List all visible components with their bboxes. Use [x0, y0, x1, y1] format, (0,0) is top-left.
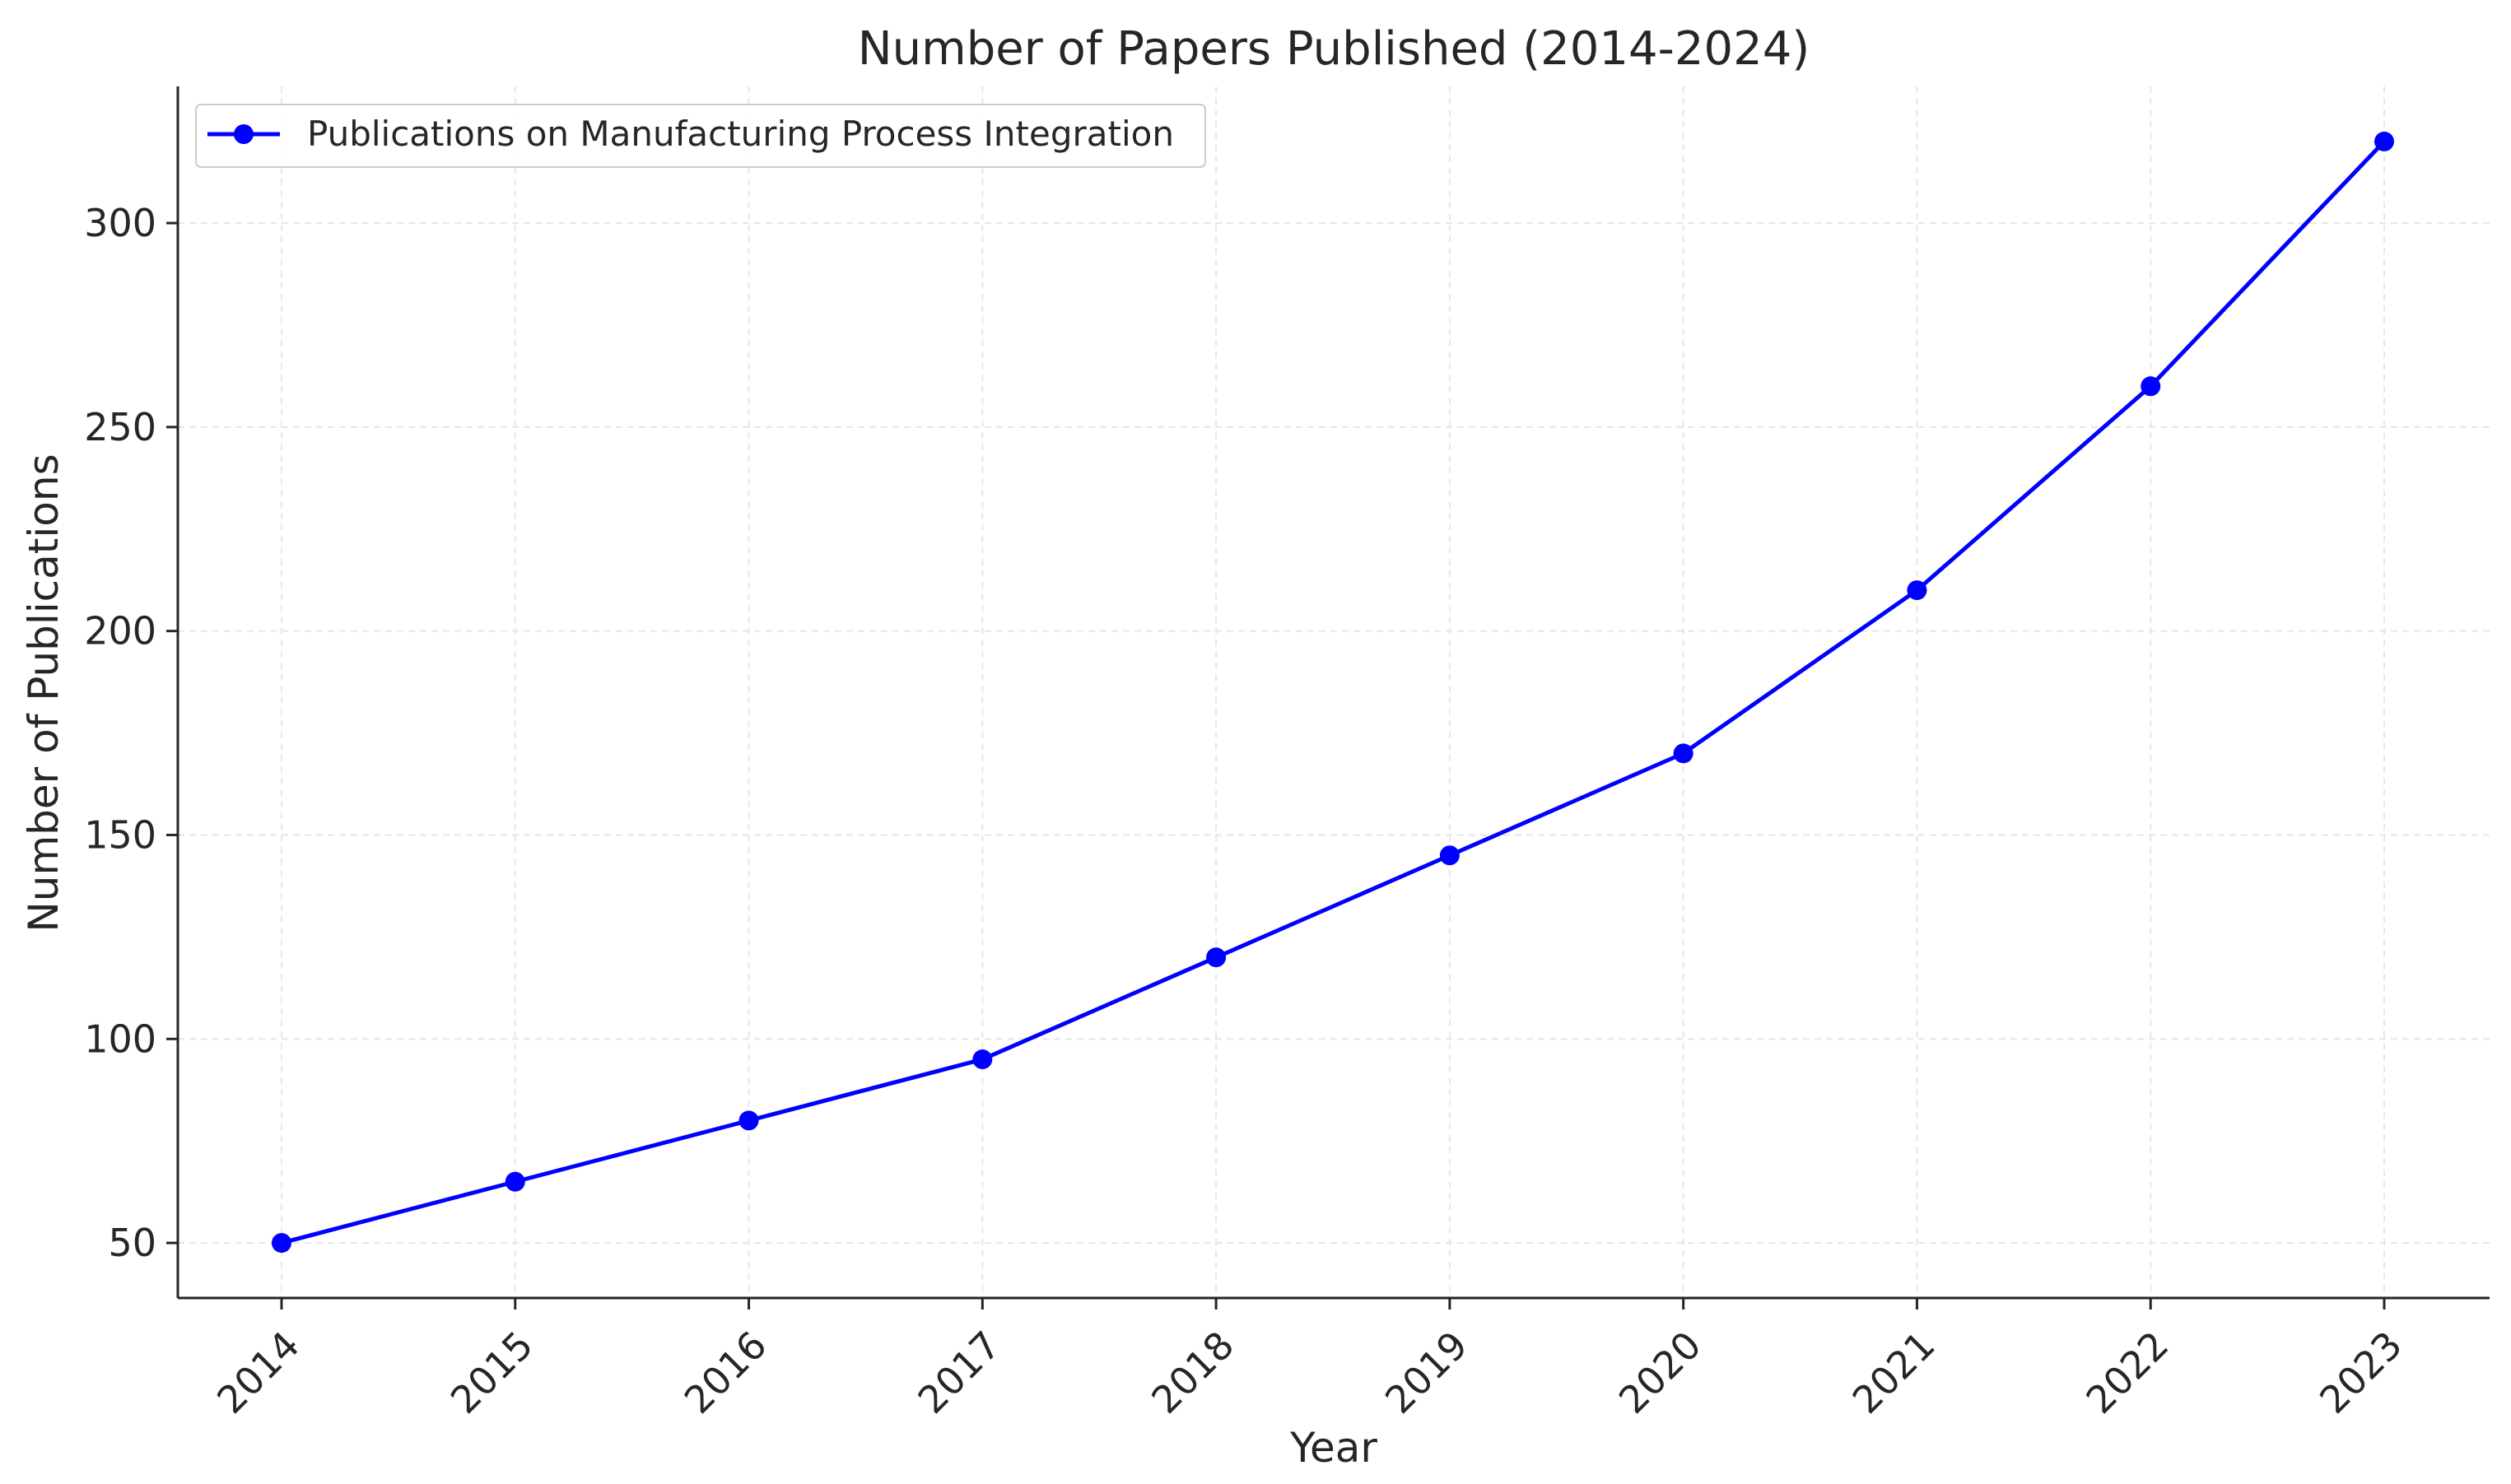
data-point — [2374, 131, 2394, 151]
y-ticks: 50 100 150 200 250 300 — [84, 201, 178, 1265]
y-tick-label: 150 — [84, 812, 156, 857]
legend-dot-marker — [234, 124, 254, 144]
data-point — [1673, 743, 1693, 764]
grid-lines — [178, 86, 2490, 1298]
data-point — [972, 1049, 993, 1070]
series-layer — [272, 131, 2394, 1254]
data-point — [2141, 376, 2161, 397]
chart-title: Number of Papers Published (2014-2024) — [858, 22, 1810, 76]
legend-box — [195, 104, 1206, 168]
data-point — [1907, 580, 1927, 601]
x-tick-label: 2018 — [1143, 1323, 1242, 1422]
data-point — [738, 1110, 759, 1131]
x-tick-label: 2021 — [1844, 1323, 1944, 1422]
x-ticks: 2014 2015 2016 2017 2018 2019 2020 2021 2022 2023 — [208, 1298, 2411, 1422]
x-tick-label: 2015 — [442, 1323, 542, 1422]
x-tick-label: 2020 — [1610, 1323, 1710, 1422]
data-point — [272, 1233, 291, 1254]
x-axis-label: Year — [1289, 1424, 1377, 1472]
y-tick-label: 300 — [84, 201, 156, 245]
axes — [176, 86, 2490, 1300]
data-point — [1206, 947, 1227, 968]
data-point — [1439, 845, 1460, 866]
x-tick-label: 2022 — [2077, 1323, 2177, 1422]
x-tick-label: 2017 — [909, 1323, 1009, 1422]
legend-label: Publications on Manufacturing Process In… — [307, 114, 1174, 154]
x-tick-label: 2016 — [676, 1323, 776, 1422]
y-tick-label: 250 — [84, 405, 156, 449]
y-axis-label: Number of Publications — [20, 454, 68, 932]
y-tick-label: 200 — [84, 609, 156, 654]
series-line — [281, 140, 2386, 1245]
data-point — [505, 1171, 525, 1192]
y-tick-label: 50 — [108, 1221, 156, 1265]
legend: Publications on Manufacturing Process In… — [195, 104, 1206, 168]
y-tick-label: 100 — [84, 1016, 156, 1061]
x-tick-label: 2023 — [2311, 1323, 2411, 1422]
x-tick-label: 2014 — [208, 1323, 308, 1422]
x-tick-label: 2019 — [1377, 1323, 1476, 1422]
